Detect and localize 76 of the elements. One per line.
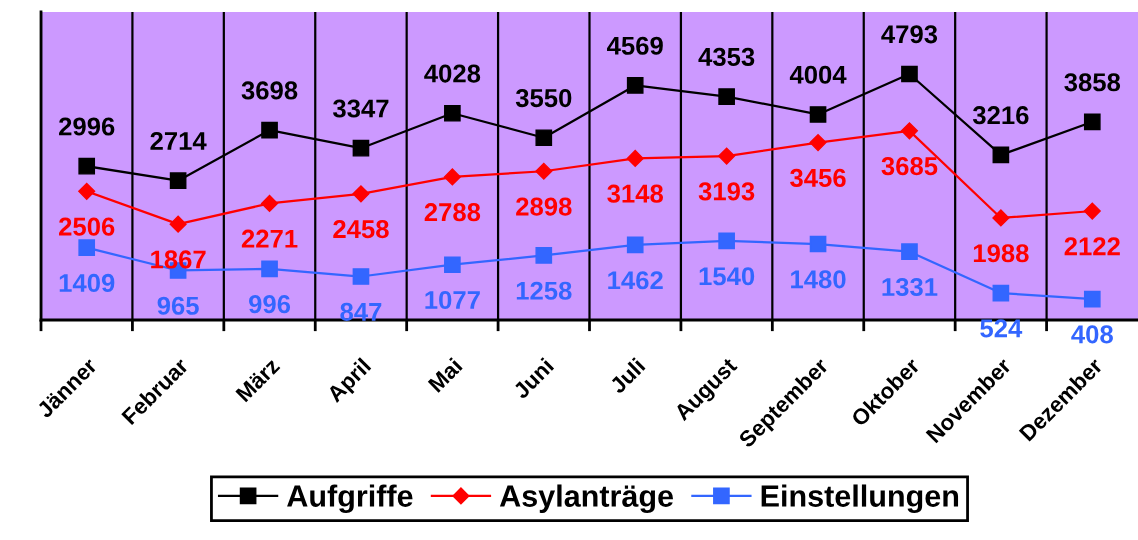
point [535, 129, 553, 147]
point [261, 121, 278, 139]
data-label: 4004 [789, 65, 847, 84]
data-label: 1867 [151, 250, 206, 269]
point [78, 182, 96, 200]
point [992, 209, 1010, 227]
data-label: 524 [980, 319, 1023, 338]
data-label: 2122 [1064, 237, 1120, 256]
legend-label: Asylanträge [499, 484, 674, 514]
point [900, 122, 919, 140]
data-label: 4793 [881, 25, 938, 44]
data-label: 847 [340, 302, 382, 321]
data-label: 1480 [791, 270, 846, 289]
data-label: 996 [249, 295, 291, 314]
data-label: 408 [1071, 325, 1113, 344]
point [718, 232, 735, 250]
point [444, 256, 461, 274]
legend-label: Einstellungen [761, 484, 959, 514]
point [443, 168, 461, 186]
data-label: 4353 [698, 47, 755, 66]
point [901, 243, 918, 261]
data-label: 2788 [424, 203, 481, 222]
data-label: 2898 [516, 197, 572, 216]
data-label: 3698 [241, 81, 298, 100]
point [992, 146, 1010, 164]
point [718, 88, 735, 105]
x-tick-label: Juli [608, 357, 646, 395]
point [169, 215, 187, 233]
data-label: 1409 [59, 273, 115, 293]
data-label: 2506 [59, 217, 115, 236]
point [352, 268, 370, 285]
data-label: 4028 [424, 64, 481, 83]
data-label: 1258 [516, 281, 572, 300]
legend-label: Aufgriffe [287, 484, 413, 514]
data-label: 2458 [333, 220, 389, 239]
data-label: 3858 [1064, 73, 1121, 92]
data-label: 3148 [607, 184, 663, 203]
data-label: 2996 [59, 117, 115, 136]
data-label: 3550 [515, 88, 572, 108]
point [261, 260, 278, 278]
point [809, 235, 827, 253]
data-label: 965 [157, 296, 199, 315]
data-label: 3685 [881, 157, 938, 176]
point [626, 236, 644, 254]
point [535, 247, 553, 264]
point [718, 147, 736, 165]
data-label: 4569 [607, 36, 663, 55]
point [626, 149, 644, 167]
point [1083, 202, 1101, 220]
data-label: 1540 [699, 267, 755, 286]
point [901, 65, 918, 83]
point [169, 172, 187, 190]
point [352, 185, 370, 203]
point [352, 139, 370, 157]
data-label: 1988 [973, 244, 1029, 263]
data-label: 3456 [790, 168, 846, 188]
point [444, 104, 461, 122]
data-label: 1331 [882, 277, 938, 297]
point [1083, 290, 1101, 308]
point [535, 162, 553, 180]
point [78, 239, 96, 257]
data-label: 2714 [150, 131, 207, 150]
point [992, 284, 1010, 302]
data-label: 2271 [241, 229, 298, 248]
data-label: 1077 [425, 290, 480, 310]
data-label: 3347 [332, 99, 389, 118]
point [626, 77, 644, 94]
point [809, 134, 827, 152]
data-label: 1462 [608, 271, 663, 290]
point [78, 157, 96, 175]
point [260, 194, 279, 212]
point [1083, 113, 1101, 131]
data-label: 3216 [972, 106, 1029, 125]
x-tick-label: Mai [427, 357, 463, 393]
point [809, 106, 827, 123]
data-label: 3193 [698, 182, 755, 201]
